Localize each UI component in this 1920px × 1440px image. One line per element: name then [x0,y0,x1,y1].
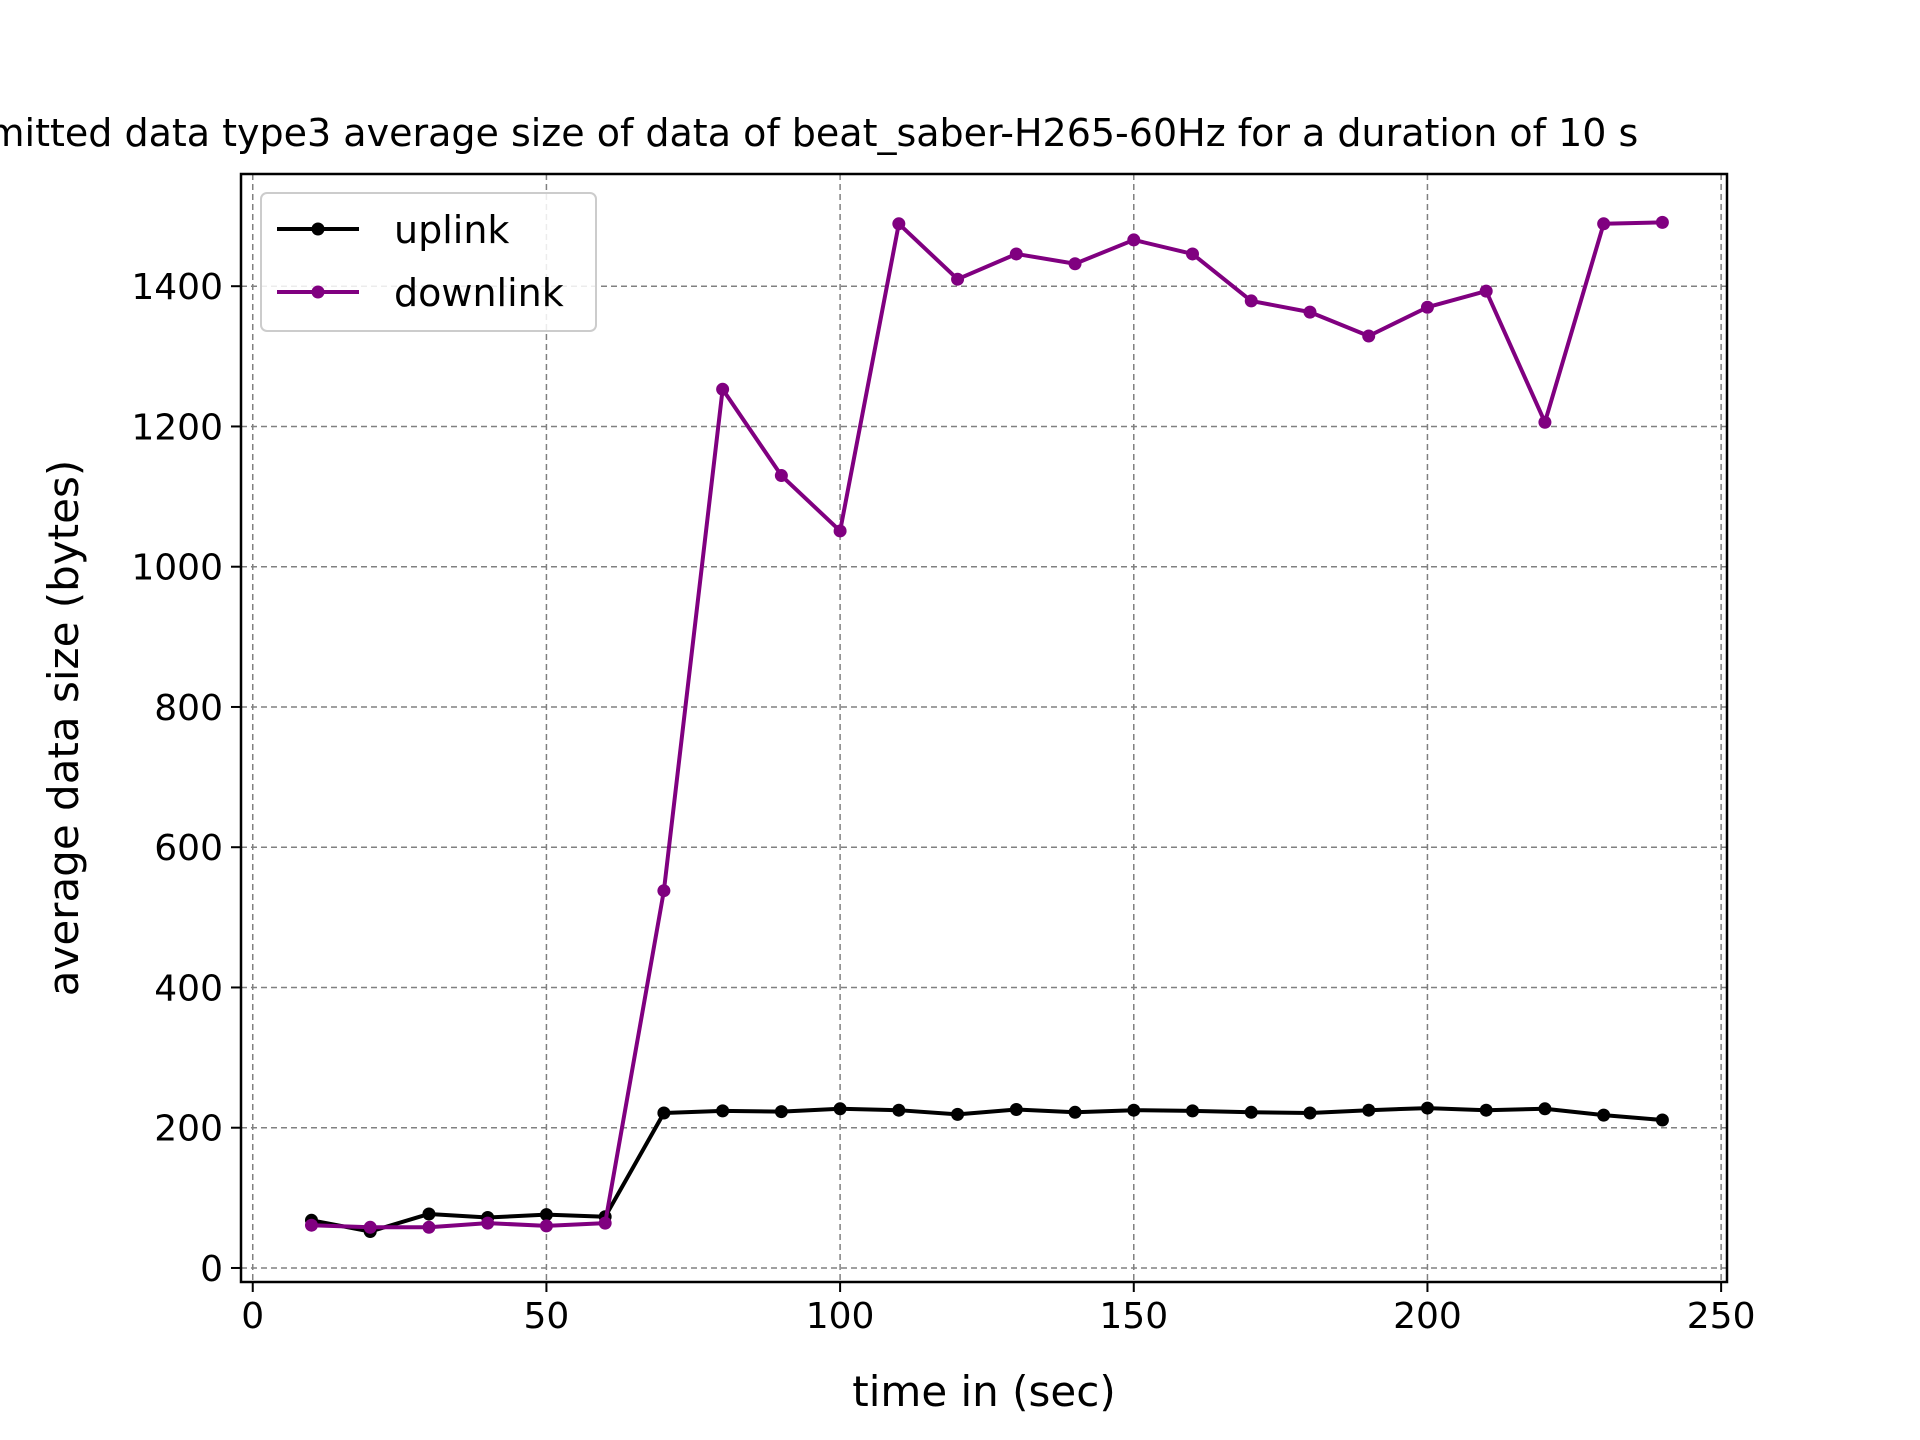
uplink-point [892,1103,906,1117]
downlink-point [1420,300,1434,314]
y-tick-label: 1200 [131,407,223,448]
series-downlink [304,215,1669,1234]
plot-frame [239,172,1729,1284]
downlink-point [1127,233,1141,247]
uplink-point [1597,1108,1611,1122]
downlink-point [1597,217,1611,231]
downlink-point [1655,215,1669,229]
series-layer [304,215,1669,1239]
downlink-point [716,382,730,396]
downlink-point [892,217,906,231]
uplink-point [1538,1102,1552,1116]
downlink-point [1068,257,1082,271]
uplink-point [1303,1106,1317,1120]
uplink-point [716,1104,730,1118]
downlink-point [363,1220,377,1234]
uplink-line [311,1106,1663,1234]
downlink-point [1538,415,1552,429]
uplink-point [657,1106,671,1120]
downlink-point [833,524,847,538]
uplink-point [1009,1102,1023,1116]
legend-uplink-label: uplink [394,208,509,252]
x-tick-label: 50 [524,1296,570,1337]
uplink-point [774,1105,788,1119]
downlink-point [422,1220,436,1234]
x-axis-label: time in (sec) [852,1367,1115,1416]
downlink-point [657,884,671,898]
legend-downlink-marker [311,285,325,299]
y-axis-label: average data size (bytes) [39,460,88,997]
uplink-point [1186,1104,1200,1118]
legend-downlink-label: downlink [394,271,564,315]
downlink-point [1009,247,1023,261]
y-tick-label: 0 [200,1249,223,1290]
series-uplink [304,1101,1669,1239]
downlink-point [774,469,788,483]
y-tick-label: 400 [154,968,223,1009]
axis-ticks: 0 50 100 150 200 250 0 200 400 600 800 1000 1200 1400 [131,267,1755,1337]
y-tick-label: 1000 [131,548,223,589]
legend: uplink downlink [260,192,597,332]
uplink-point [951,1107,965,1121]
downlink-point [951,272,965,286]
downlink-point [1244,294,1258,308]
y-tick-label: 200 [154,1109,223,1150]
legend-uplink-marker [311,222,325,236]
downlink-point [1479,284,1493,298]
x-tick-label: 200 [1393,1296,1462,1337]
downlink-point [304,1218,318,1232]
uplink-point [1479,1103,1493,1117]
x-tick-label: 100 [806,1296,875,1337]
y-tick-label: 1400 [131,267,223,308]
uplink-point [422,1207,436,1221]
uplink-point [1244,1105,1258,1119]
x-tick-label: 0 [241,1296,264,1337]
downlink-point [1303,305,1317,319]
chart-title: retransmitted data type3 average size of… [0,111,1638,155]
uplink-point [1655,1113,1669,1127]
downlink-point [1186,247,1200,261]
x-tick-label: 150 [1099,1296,1168,1337]
downlink-point [598,1216,612,1230]
downlink-line [311,220,1663,1230]
downlink-point [481,1216,495,1230]
y-tick-label: 600 [154,828,223,869]
uplink-point [1420,1101,1434,1115]
uplink-point [1068,1105,1082,1119]
downlink-point [1362,329,1376,343]
uplink-point [1127,1103,1141,1117]
uplink-point [833,1102,847,1116]
uplink-point [539,1208,553,1222]
downlink-point [539,1219,553,1233]
y-tick-label: 800 [154,688,223,729]
x-tick-label: 250 [1687,1296,1756,1337]
grid [241,174,1727,1282]
uplink-point [1362,1103,1376,1117]
